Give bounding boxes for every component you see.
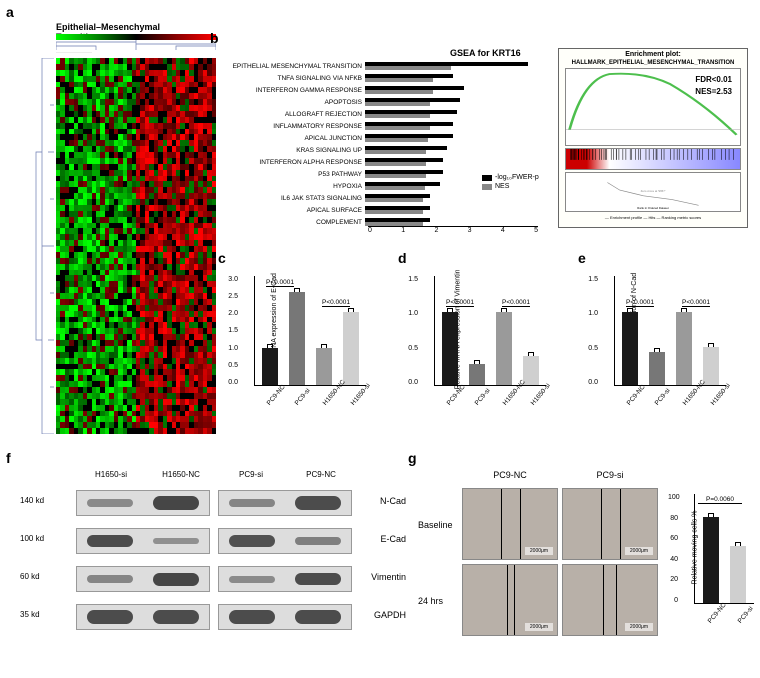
enrich-fdr: FDR<0.01 xyxy=(695,75,732,84)
legend-a: -log₁₀FWER-p xyxy=(495,174,539,181)
heatmap-body xyxy=(56,58,216,434)
panel-label-g: g xyxy=(408,450,417,466)
gsea-panel: GSEA for KRT16 EPITHELIAL MESENCHYMAL TR… xyxy=(220,54,750,234)
wound-healing: PC9-NCPC9-siBaseline2000μm2000μm24 hrs20… xyxy=(418,470,758,670)
gsea-legend: -log₁₀FWER-p NES xyxy=(482,174,539,192)
panel-label-a: a xyxy=(6,4,14,20)
chart-vimentin: Relative mRNA expression of Vimentin1.51… xyxy=(408,266,558,416)
enrich-ticks xyxy=(565,148,741,170)
gsea-item-label: TNFA SIGNALING VIA NFKB xyxy=(220,75,365,82)
gsea-item-label: INTERFERON ALPHA RESPONSE xyxy=(220,159,365,166)
gsea-item-label: APICAL JUNCTION xyxy=(220,135,365,142)
enrich-legend: — Enrichment profile — Hits — Ranking me… xyxy=(559,214,747,221)
gsea-item-label: ALLOGRAFT REJECTION xyxy=(220,111,365,118)
gsea-item-label: COMPLEMENT xyxy=(220,219,365,226)
legend-b: NES xyxy=(495,183,509,190)
gsea-item-label: INTERFERON GAMMA RESPONSE xyxy=(220,87,365,94)
dendro-left xyxy=(32,58,54,434)
gsea-item-label: APOPTOSIS xyxy=(220,99,365,106)
heatmap: Epithelial–Mesenchymal Transition ······… xyxy=(22,20,197,430)
gsea-item-label: INFLAMMATORY RESPONSE xyxy=(220,123,365,130)
enrich-sub: HALLMARK_EPITHELIAL_MESENCHYMAL_TRANSITI… xyxy=(559,60,747,66)
enrich-rankplot: Zero cross at '9657' Rank in Ordered Dat… xyxy=(565,172,741,212)
panel-label-e: e xyxy=(578,250,586,266)
chart-ncad: Relative mRNA expression of N-Cad1.51.00… xyxy=(588,266,738,416)
gsea-item-label: P53 PATHWAY xyxy=(220,171,365,178)
enrich-curve: FDR<0.01 NES=2.53 xyxy=(565,68,741,146)
panel-label-f: f xyxy=(6,450,11,466)
panel-label-c: c xyxy=(218,250,226,266)
chart-ecad: Relative mRNA expression of E-Cad3.02.52… xyxy=(228,266,378,416)
gsea-item-label: APICAL SURFACE xyxy=(220,207,365,214)
gsea-title: GSEA for KRT16 xyxy=(450,48,521,58)
gsea-axis: 012345 xyxy=(368,226,538,234)
enrich-nes: NES=2.53 xyxy=(695,87,732,96)
enrich-xlabel: Rank in Ordered Dataset xyxy=(637,206,669,210)
enrichment-plot: Enrichment plot: HALLMARK_EPITHELIAL_MES… xyxy=(558,48,748,228)
panel-label-d: d xyxy=(398,250,407,266)
western-blot: H1650-siH1650-NCPC9-siPC9-NC140 kdN-Cad1… xyxy=(10,470,410,660)
svg-text:Zero cross at '9657': Zero cross at '9657' xyxy=(641,189,666,193)
gsea-item-label: KRAS SIGNALING UP xyxy=(220,147,365,154)
dendro-top xyxy=(56,40,216,50)
gsea-bars: EPITHELIAL MESENCHYMAL TRANSITION TNFA SI… xyxy=(220,60,540,232)
enrich-title: Enrichment plot: xyxy=(559,49,747,60)
heatmap-sample-labels: ···································· xyxy=(56,50,216,58)
gsea-item-label: IL6 JAK STAT3 SIGNALING xyxy=(220,195,365,202)
panel-label-b: b xyxy=(210,30,219,46)
gsea-item-label: EPITHELIAL MESENCHYMAL TRANSITION xyxy=(220,63,365,70)
gsea-item-label: HYPOXIA xyxy=(220,183,365,190)
